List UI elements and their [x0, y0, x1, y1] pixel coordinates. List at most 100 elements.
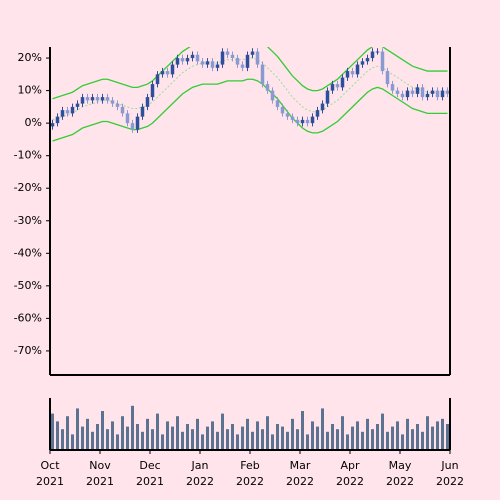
- candle-body: [380, 51, 385, 72]
- x-tick-label: Oct: [40, 459, 60, 472]
- band-line: [52, 78, 448, 142]
- candle-body: [80, 97, 85, 104]
- x-tick-label: 2022: [186, 475, 214, 488]
- candle-body: [285, 113, 290, 117]
- volume-bar: [256, 421, 259, 450]
- candle-body: [165, 71, 170, 75]
- x-tick-label: 2021: [136, 475, 164, 488]
- volume-bar: [441, 418, 444, 450]
- volume-bar: [401, 434, 404, 450]
- volume-bar: [211, 421, 214, 450]
- volume-bar: [66, 416, 69, 450]
- volume-bar: [321, 408, 324, 450]
- candle-body: [385, 71, 390, 85]
- x-tick-label: 2021: [86, 475, 114, 488]
- volume-bar: [341, 416, 344, 450]
- volume-bar: [241, 426, 244, 450]
- candle-body: [200, 61, 205, 65]
- volume-bar: [86, 418, 89, 450]
- candle-body: [365, 58, 370, 62]
- candle-body: [400, 93, 405, 98]
- volume-bar: [91, 431, 94, 450]
- candle-body: [250, 51, 255, 55]
- y-tick-label: 20%: [18, 51, 42, 64]
- y-tick-label: -10%: [14, 149, 42, 162]
- y-tick-label: 0%: [25, 116, 42, 129]
- volume-bar: [71, 434, 74, 450]
- candle-body: [355, 64, 360, 75]
- candle-body: [435, 90, 440, 98]
- candle-body: [175, 58, 180, 65]
- volume-bar: [141, 431, 144, 450]
- volume-bar: [271, 434, 274, 450]
- volume-bar: [371, 429, 374, 450]
- candle-body: [340, 77, 345, 88]
- candle-body: [325, 90, 330, 104]
- volume-bar: [191, 429, 194, 450]
- candle-body: [345, 71, 350, 78]
- x-tick-label: 2021: [36, 475, 64, 488]
- volume-bar: [406, 418, 409, 450]
- x-tick-label: 2022: [386, 475, 414, 488]
- band-line: [52, 47, 448, 100]
- volume-bar: [56, 421, 59, 450]
- candle-body: [220, 51, 225, 65]
- candle-body: [170, 64, 175, 75]
- candle-body: [190, 54, 195, 59]
- candle-body: [215, 64, 220, 68]
- candle-body: [330, 84, 335, 91]
- candle-body: [130, 123, 135, 130]
- volume-bar: [366, 418, 369, 450]
- candle-body: [120, 106, 125, 114]
- volume-bar: [391, 426, 394, 450]
- candle-body: [235, 58, 240, 65]
- volume-bar: [136, 424, 139, 450]
- volume-bar: [216, 431, 219, 450]
- candle-body: [320, 103, 325, 111]
- x-tick-label: Mar: [290, 459, 311, 472]
- candle-body: [70, 106, 75, 114]
- x-tick-label: Feb: [240, 459, 259, 472]
- volume-bar: [276, 424, 279, 450]
- candle-body: [75, 103, 80, 107]
- y-tick-label: -70%: [14, 344, 42, 357]
- volume-bar: [351, 426, 354, 450]
- candle-body: [160, 71, 165, 75]
- candle-body: [430, 90, 435, 94]
- candle-body: [255, 51, 260, 65]
- candle-body: [290, 116, 295, 120]
- candle-body: [105, 97, 110, 101]
- volume-bar: [296, 429, 299, 450]
- volume-bar: [376, 424, 379, 450]
- volume-bar: [316, 426, 319, 450]
- candle-body: [110, 100, 115, 104]
- volume-bar: [386, 431, 389, 450]
- candle-body: [95, 97, 100, 101]
- candle-body: [335, 84, 340, 88]
- candle-body: [55, 116, 60, 124]
- candle-body: [185, 58, 190, 62]
- candle-body: [180, 58, 185, 62]
- y-tick-label: -20%: [14, 181, 42, 194]
- price-panel: [50, 47, 450, 142]
- candle-body: [275, 100, 280, 107]
- volume-bar: [171, 426, 174, 450]
- candle-body: [420, 87, 425, 98]
- volume-bar: [236, 434, 239, 450]
- volume-bar: [161, 434, 164, 450]
- volume-bar: [266, 416, 269, 450]
- volume-bar: [186, 424, 189, 450]
- volume-bar: [111, 421, 114, 450]
- x-tick-label: 2022: [436, 475, 464, 488]
- candle-body: [205, 61, 210, 65]
- volume-bar: [416, 424, 419, 450]
- candle-body: [350, 71, 355, 75]
- volume-bar: [156, 413, 159, 450]
- y-tick-label: -50%: [14, 279, 42, 292]
- volume-bar: [96, 424, 99, 450]
- volume-bar: [166, 421, 169, 450]
- volume-bar: [396, 421, 399, 450]
- candle-body: [155, 74, 160, 85]
- x-tick-label: Jan: [191, 459, 209, 472]
- y-tick-label: -60%: [14, 311, 42, 324]
